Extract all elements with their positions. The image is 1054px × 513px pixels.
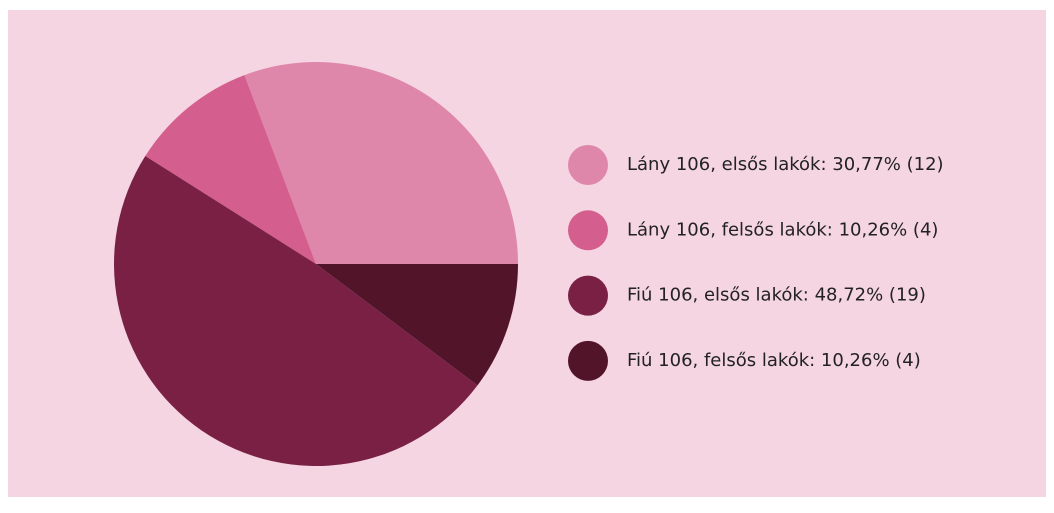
pie-slice <box>145 75 316 264</box>
legend-swatch <box>568 340 608 381</box>
legend-label: Fiú 106, elsős lakók: 48,72% (19) <box>627 285 926 306</box>
legend-swatch <box>568 275 608 316</box>
pie-slice <box>316 264 518 386</box>
legend-label: Fiú 106, felsős lakók: 10,26% (4) <box>627 350 921 371</box>
pie-slice <box>114 156 478 466</box>
legend-swatch <box>568 145 608 185</box>
legend-label: Lány 106, elsős lakók: 30,77% (12) <box>627 154 944 175</box>
legend-swatch <box>568 210 608 251</box>
pie-slice <box>244 62 518 265</box>
legend-label: Lány 106, felsős lakók: 10,26% (4) <box>627 219 938 240</box>
